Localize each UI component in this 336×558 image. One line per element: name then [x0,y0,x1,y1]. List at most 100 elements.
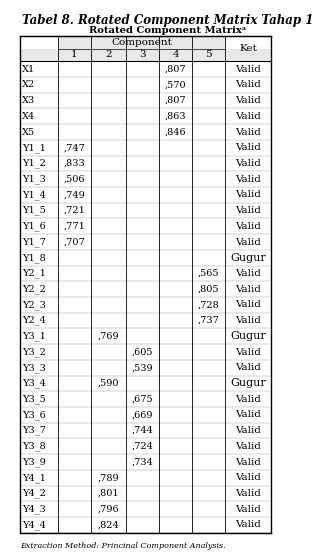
Text: Gugur: Gugur [230,331,266,341]
Text: X2: X2 [22,80,35,89]
Text: 5: 5 [206,50,212,60]
Text: ,749: ,749 [64,190,85,199]
Text: Y1_3: Y1_3 [22,174,46,184]
Text: Y3_7: Y3_7 [22,426,46,435]
Text: Y3_1: Y3_1 [22,331,46,341]
Text: Y3_3: Y3_3 [22,363,46,373]
Text: Rotated Component Matrixᵃ: Rotated Component Matrixᵃ [89,26,247,35]
Text: Y1_1: Y1_1 [22,143,46,153]
Text: Gugur: Gugur [230,378,266,388]
Text: Valid: Valid [235,363,261,372]
Text: Valid: Valid [235,96,261,105]
Text: Valid: Valid [235,458,261,466]
Text: ,747: ,747 [64,143,85,152]
Text: Valid: Valid [235,112,261,121]
Text: Y4_3: Y4_3 [22,504,46,514]
Text: ,721: ,721 [64,206,85,215]
Text: Ket: Ket [239,44,257,53]
Text: Y2_1: Y2_1 [22,268,46,278]
Text: ,565: ,565 [198,269,219,278]
Text: Valid: Valid [235,473,261,482]
Text: Y1_2: Y1_2 [22,158,46,169]
Text: ,805: ,805 [198,285,219,294]
Text: ,737: ,737 [198,316,220,325]
Text: ,675: ,675 [131,395,153,403]
Text: Valid: Valid [235,348,261,357]
Text: Tabel 8. Rotated Component Matrix Tahap 1: Tabel 8. Rotated Component Matrix Tahap … [22,13,314,27]
Text: Valid: Valid [235,65,261,74]
Bar [58,36,225,49]
Text: Valid: Valid [235,316,261,325]
Text: ,863: ,863 [165,112,186,121]
Text: ,807: ,807 [165,65,186,74]
Text: ,506: ,506 [64,175,85,184]
Text: Valid: Valid [235,143,261,152]
Text: ,539: ,539 [131,363,153,372]
Text: ,833: ,833 [64,159,85,168]
Text: ,605: ,605 [132,348,153,357]
Text: ,801: ,801 [97,489,119,498]
Text: ,807: ,807 [165,96,186,105]
Text: Y3_6: Y3_6 [22,410,45,420]
Text: ,846: ,846 [165,128,186,137]
Text: Y3_9: Y3_9 [22,457,45,467]
Text: Y4_1: Y4_1 [22,473,46,483]
Text: Y2_3: Y2_3 [22,300,46,310]
Text: Y4_2: Y4_2 [22,489,46,498]
Text: Y3_5: Y3_5 [22,395,45,404]
Text: 2: 2 [105,50,112,60]
Text: Valid: Valid [235,442,261,451]
Text: Valid: Valid [235,300,261,309]
Text: 3: 3 [139,50,145,60]
Text: Y4_4: Y4_4 [22,520,46,530]
Text: ,796: ,796 [97,504,119,514]
Text: Valid: Valid [235,238,261,247]
Text: Valid: Valid [235,206,261,215]
Text: ,789: ,789 [97,473,119,482]
Text: ,728: ,728 [198,300,220,309]
Text: X1: X1 [22,65,35,74]
Text: Valid: Valid [235,426,261,435]
Text: ,707: ,707 [64,238,85,247]
Text: Y1_7: Y1_7 [22,237,46,247]
Text: Valid: Valid [235,521,261,530]
Text: Y3_4: Y3_4 [22,379,46,388]
Text: Valid: Valid [235,190,261,199]
Text: Valid: Valid [235,80,261,89]
Text: ,744: ,744 [131,426,153,435]
Text: Y3_8: Y3_8 [22,441,45,451]
Text: Extraction Method: Princinal Component Analysis.: Extraction Method: Princinal Component A… [20,542,225,550]
Text: Valid: Valid [235,410,261,420]
Text: Y2_4: Y2_4 [22,316,46,325]
Text: Y1_8: Y1_8 [22,253,45,263]
Text: ,724: ,724 [131,442,153,451]
Text: ,824: ,824 [97,521,119,530]
Text: X3: X3 [22,96,35,105]
Text: Y1_5: Y1_5 [22,206,45,215]
Text: Valid: Valid [235,222,261,231]
Text: Y3_2: Y3_2 [22,347,46,357]
Text: ,769: ,769 [97,332,119,341]
Text: Valid: Valid [235,128,261,137]
Bar [20,49,271,61]
Text: ,669: ,669 [132,410,153,420]
Text: Valid: Valid [235,159,261,168]
Text: ,734: ,734 [131,458,153,466]
Text: Gugur: Gugur [230,253,266,263]
Text: X4: X4 [22,112,35,121]
Text: ,590: ,590 [97,379,119,388]
Text: X5: X5 [22,128,35,137]
Text: Y2_2: Y2_2 [22,285,46,294]
Text: Valid: Valid [235,269,261,278]
Text: Valid: Valid [235,395,261,403]
Text: 4: 4 [172,50,179,60]
Text: Valid: Valid [235,489,261,498]
Text: 1: 1 [71,50,78,60]
Text: ,570: ,570 [165,80,186,89]
Text: Valid: Valid [235,175,261,184]
Text: Component: Component [111,38,172,47]
Text: Valid: Valid [235,285,261,294]
Text: Valid: Valid [235,504,261,514]
Text: Y1_4: Y1_4 [22,190,46,200]
Text: Y1_6: Y1_6 [22,222,45,231]
